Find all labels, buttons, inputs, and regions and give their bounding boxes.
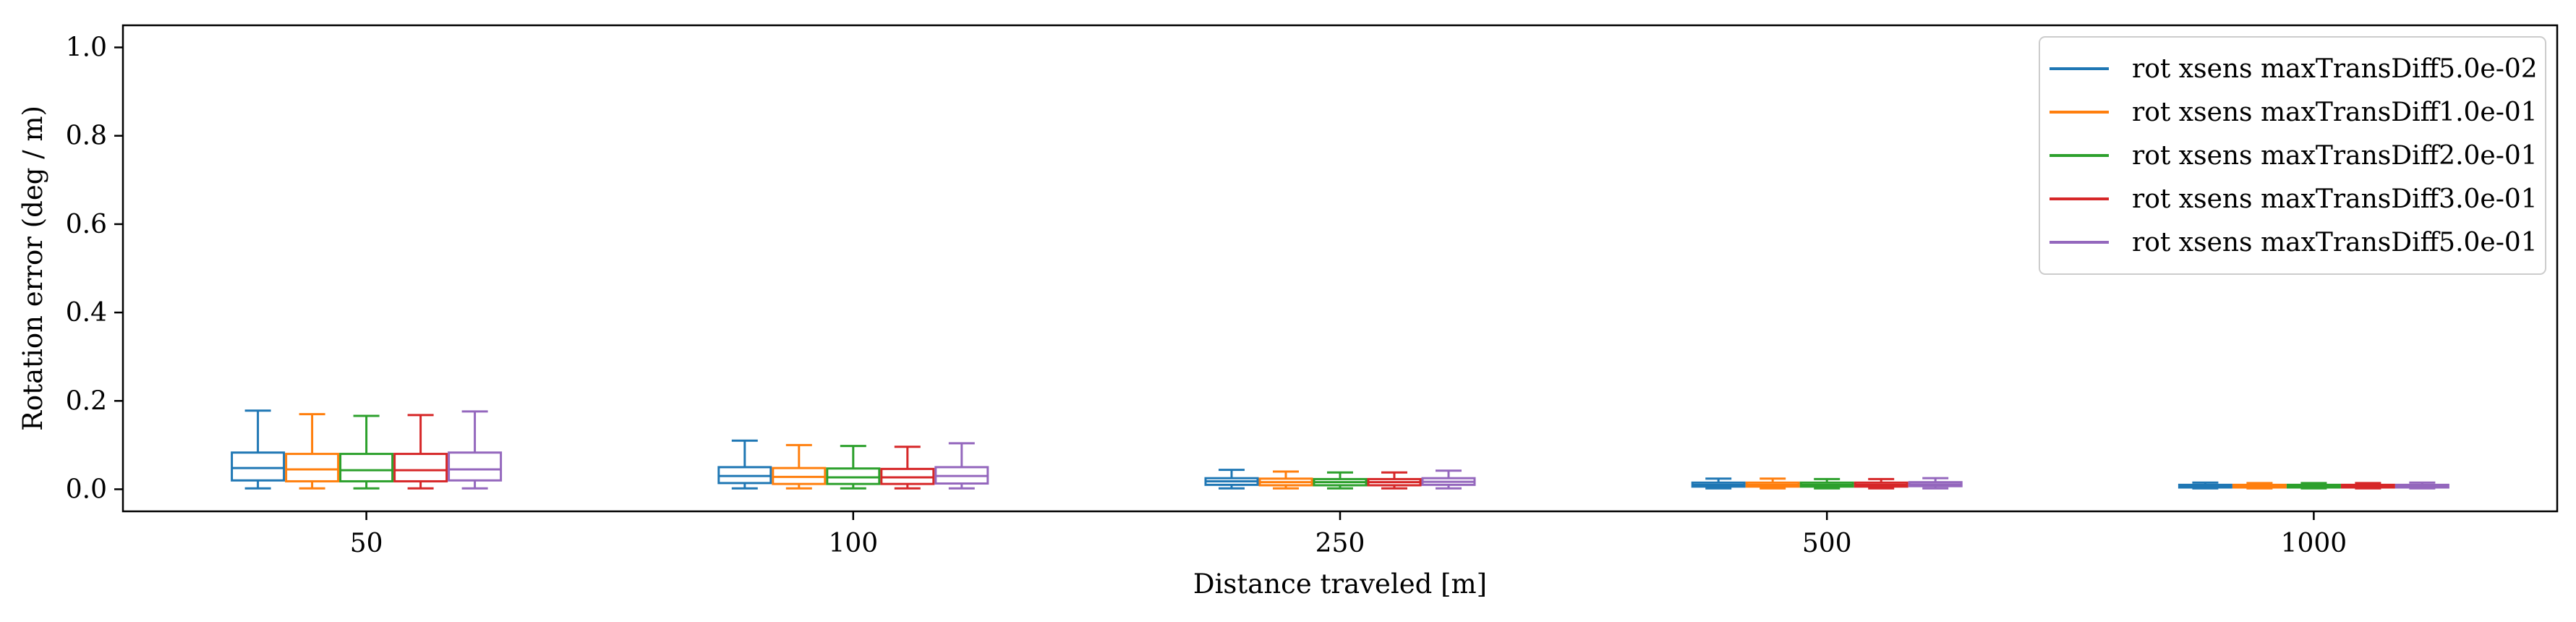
legend-label: rot xsens maxTransDiff1.0e-01 (2132, 98, 2538, 127)
y-tick-label: 0.8 (66, 122, 107, 151)
x-tick-label: 250 (1315, 529, 1365, 558)
box (448, 451, 503, 482)
boxes-layer (231, 409, 2449, 490)
legend-label: rot xsens maxTransDiff3.0e-01 (2132, 184, 2538, 214)
y-axis-label: Rotation error (deg / m) (17, 106, 48, 431)
box (285, 453, 340, 482)
x-tick-label: 500 (1802, 529, 1852, 558)
x-axis-label: Distance traveled [m] (1193, 568, 1487, 600)
series-3 (339, 414, 2341, 490)
legend-label: rot xsens maxTransDiff5.0e-02 (2132, 54, 2538, 84)
y-tick-label: 0.0 (66, 474, 107, 504)
y-tick-label: 0.6 (66, 210, 107, 239)
x-tick-label: 50 (350, 529, 383, 558)
box (231, 451, 286, 482)
series-5 (448, 410, 2449, 490)
series-1 (231, 409, 2232, 490)
y-axis: 0.0 0.2 0.4 0.6 0.8 1.0 (66, 33, 123, 504)
y-tick-label: 0.2 (66, 386, 107, 416)
box (826, 467, 881, 485)
legend-label: rot xsens maxTransDiff5.0e-01 (2132, 228, 2538, 257)
legend-label: rot xsens maxTransDiff2.0e-01 (2132, 141, 2538, 171)
legend: rot xsens maxTransDiff5.0e-02 rot xsens m… (2039, 36, 2546, 275)
y-tick-label: 1.0 (66, 33, 107, 63)
x-axis: 50 100 250 500 1000 (350, 511, 2347, 558)
series-2 (285, 413, 2287, 490)
y-tick-label: 0.4 (66, 298, 107, 328)
legend-frame (2039, 36, 2546, 275)
series-4 (393, 414, 2395, 490)
box (339, 453, 394, 482)
x-tick-label: 100 (828, 529, 878, 558)
x-tick-label: 1000 (2281, 529, 2347, 558)
box (393, 453, 448, 482)
